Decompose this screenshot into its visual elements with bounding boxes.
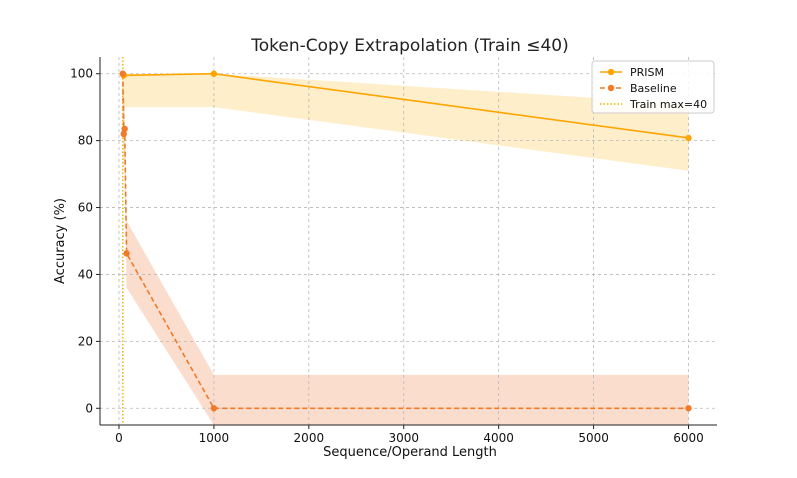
- confidence-band-baseline: [122, 73, 689, 426]
- legend-marker-baseline: [607, 84, 615, 92]
- x-tick-label: 0: [115, 431, 123, 445]
- x-tick-label: 2000: [294, 431, 325, 445]
- y-tick-label: 0: [85, 401, 93, 415]
- data-point-baseline: [121, 125, 128, 133]
- data-point-baseline: [120, 130, 127, 138]
- confidence-band-prism: [122, 73, 689, 171]
- data-point-prism: [685, 134, 692, 142]
- chart-title: Token-Copy Extrapolation (Train ≤40): [250, 36, 569, 56]
- series-line-baseline: [121, 73, 689, 410]
- series-markers: [119, 70, 692, 412]
- x-tick-label: 4000: [483, 431, 514, 445]
- x-axis-label: Sequence/Operand Length: [323, 445, 497, 460]
- y-axis-label: Accuracy (%): [53, 198, 68, 284]
- axes: [99, 57, 717, 426]
- data-point-baseline: [210, 405, 218, 412]
- x-tick-labels: 0 1000 2000 3000 4000 5000 6000: [115, 425, 704, 445]
- x-tick-label: 3000: [388, 431, 419, 445]
- legend-label-train-max: Train max=40: [629, 98, 707, 111]
- y-tick-label: 80: [78, 134, 93, 148]
- legend-label-prism: PRISM: [630, 66, 664, 79]
- data-point-baseline: [685, 405, 692, 412]
- data-point-baseline: [123, 250, 130, 257]
- y-tick-label: 40: [78, 267, 93, 281]
- legend-label-baseline: Baseline: [630, 82, 677, 95]
- legend-marker-prism: [607, 68, 615, 76]
- x-tick-label: 1000: [199, 431, 230, 445]
- legend-box: [591, 60, 715, 114]
- y-tick-labels: 0 20 40 60 80 100: [70, 67, 100, 415]
- data-point-prism: [210, 70, 218, 77]
- plot-bands: [122, 73, 689, 426]
- legend: PRISM Baseline Train max=40: [591, 60, 715, 114]
- x-tick-label: 6000: [673, 431, 704, 445]
- y-tick-label: 100: [70, 67, 93, 81]
- data-point-baseline: [119, 70, 126, 77]
- y-tick-label: 60: [78, 201, 93, 215]
- x-tick-label: 5000: [578, 431, 609, 445]
- y-tick-label: 20: [78, 334, 93, 348]
